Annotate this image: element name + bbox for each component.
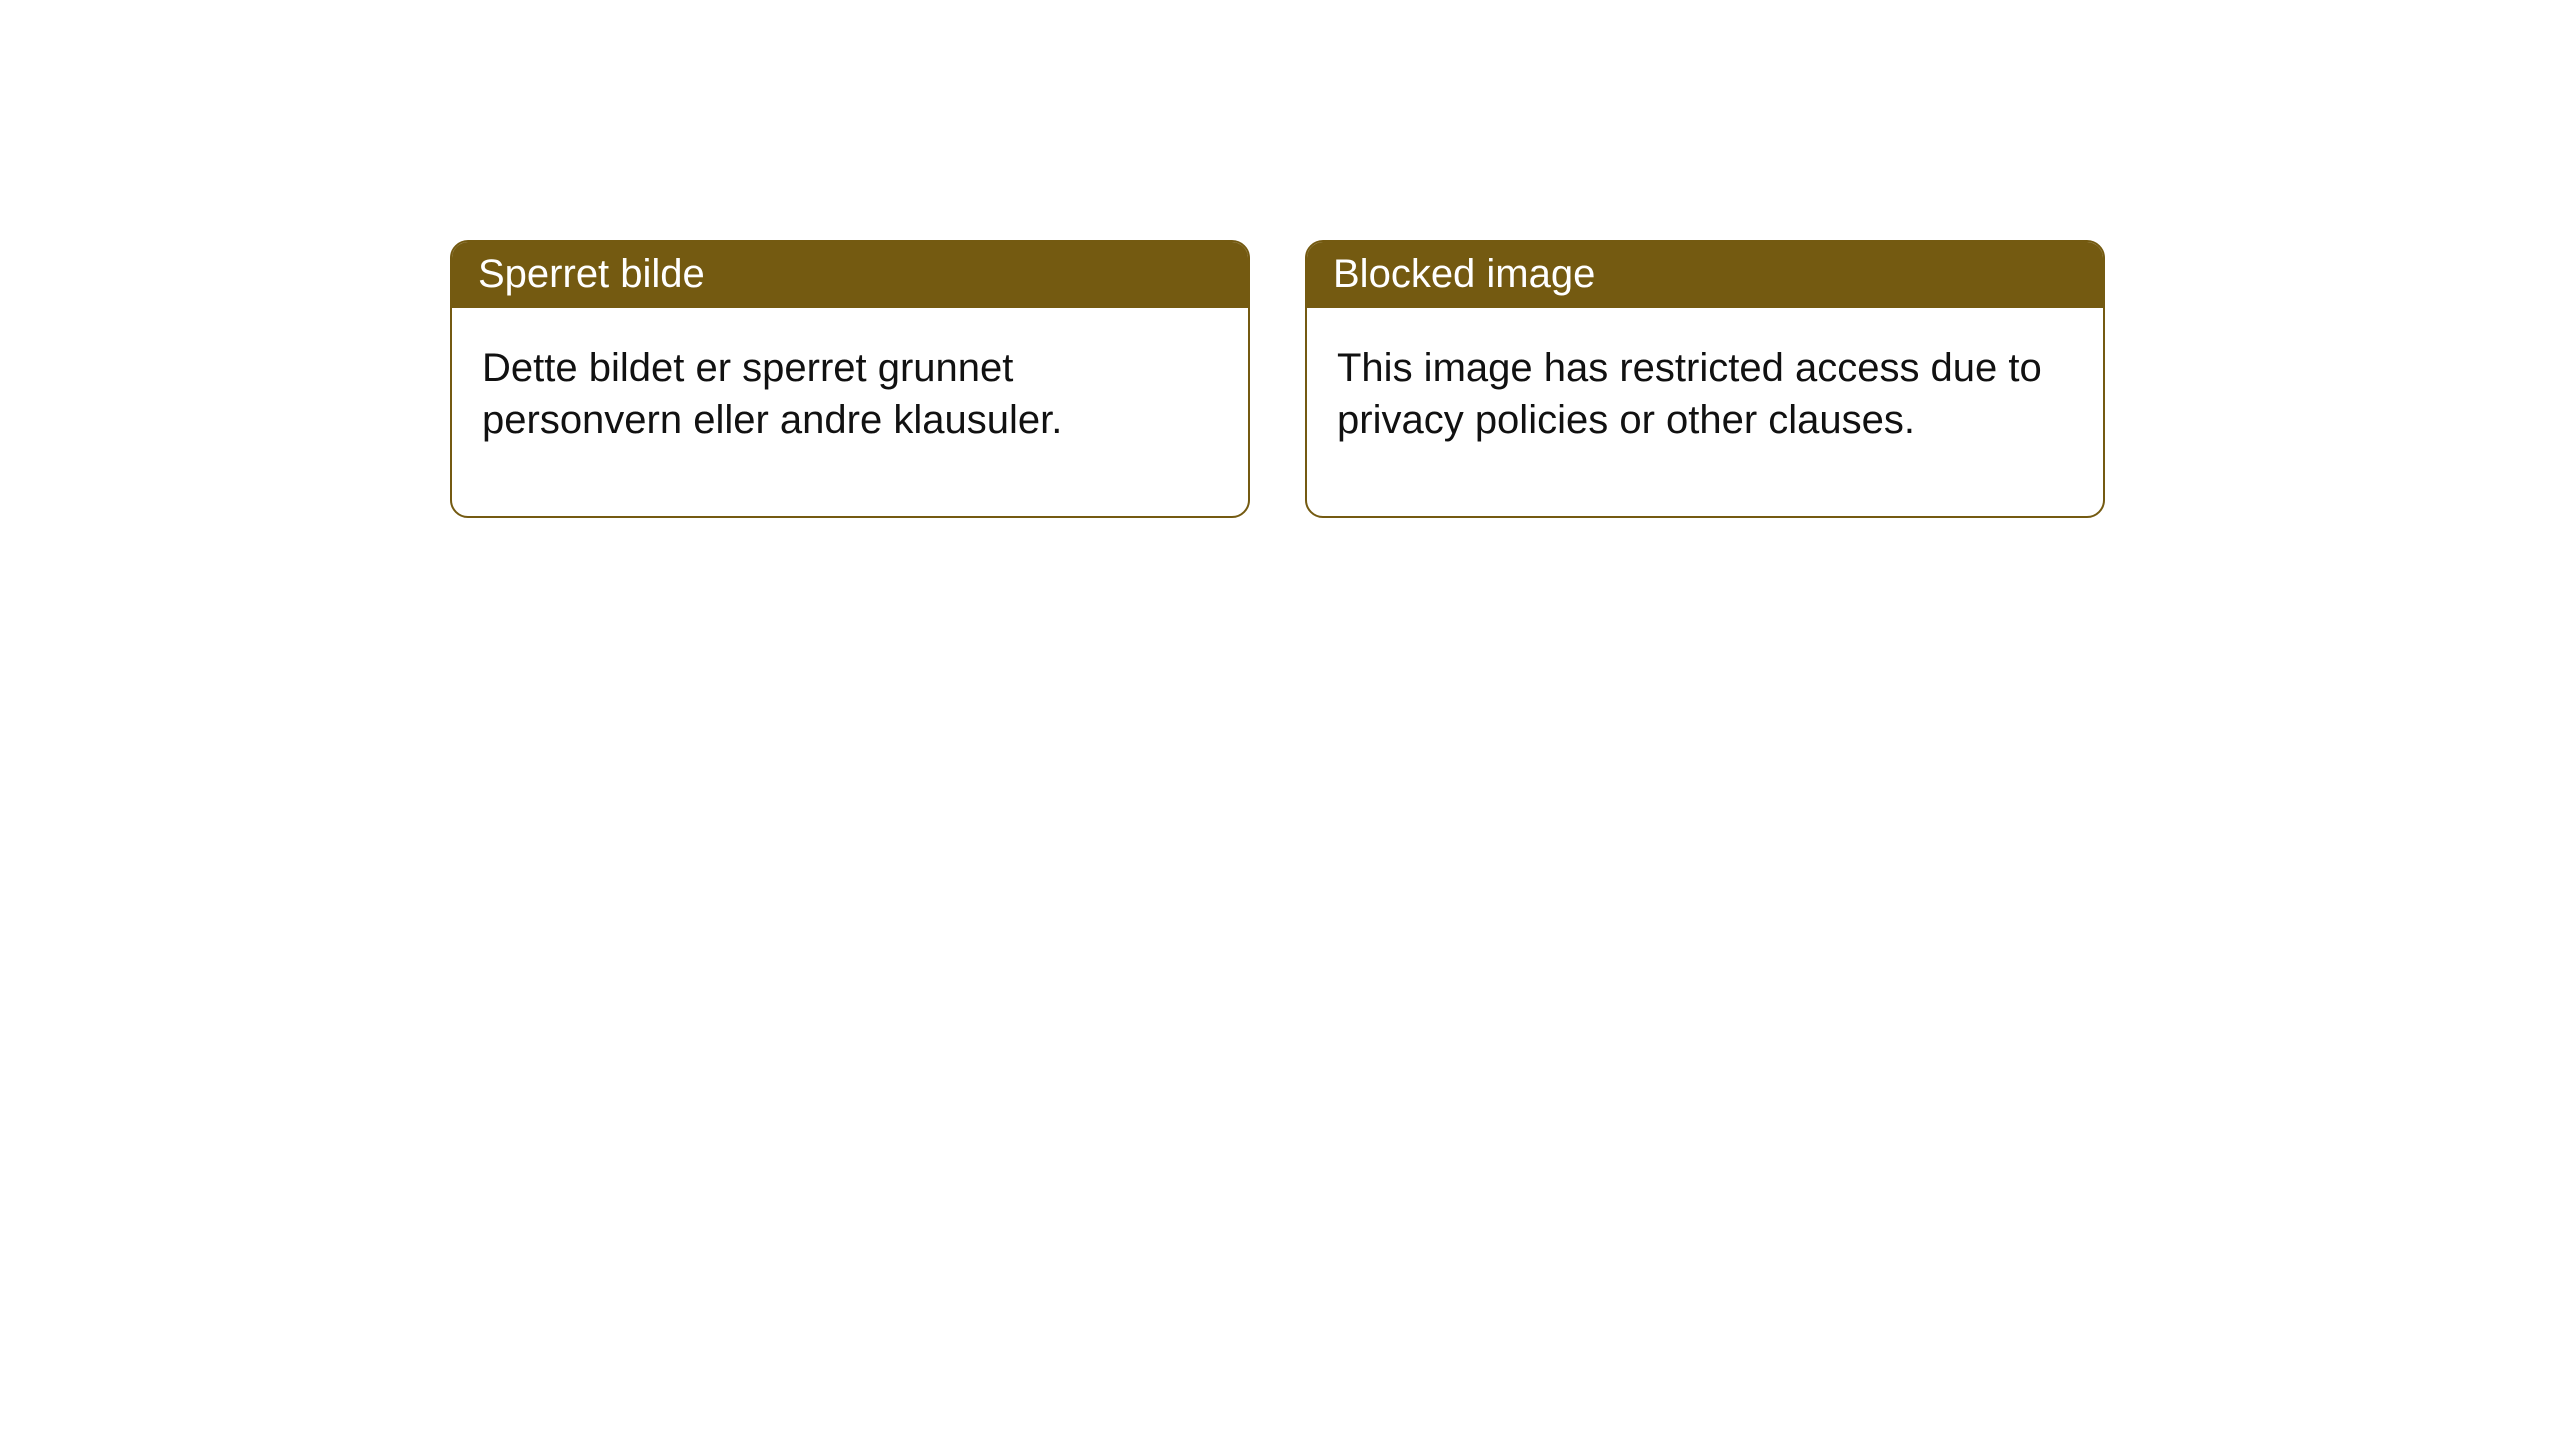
blocked-image-card-no: Sperret bilde Dette bildet er sperret gr… <box>450 240 1250 518</box>
card-body-no: Dette bildet er sperret grunnet personve… <box>452 308 1248 516</box>
card-title-en: Blocked image <box>1307 242 2103 308</box>
card-title-no: Sperret bilde <box>452 242 1248 308</box>
card-body-en: This image has restricted access due to … <box>1307 308 2103 516</box>
blocked-image-card-en: Blocked image This image has restricted … <box>1305 240 2105 518</box>
card-row: Sperret bilde Dette bildet er sperret gr… <box>0 0 2560 518</box>
